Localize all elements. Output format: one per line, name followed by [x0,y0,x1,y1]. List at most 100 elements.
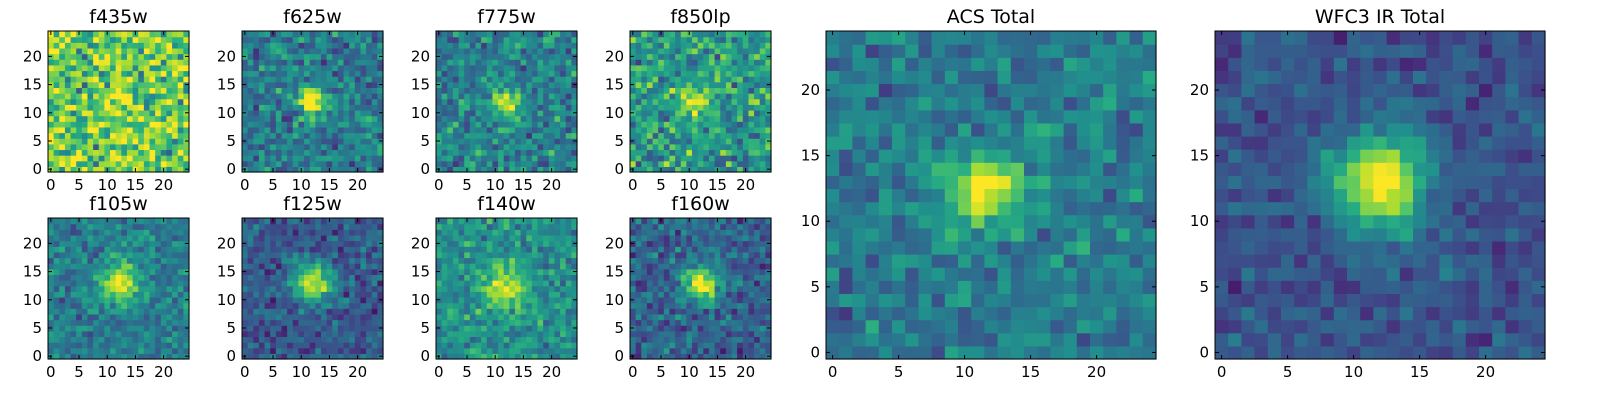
heatmap-cell [371,31,378,38]
heatmap-cell [675,104,682,111]
heatmap-cell [560,302,567,309]
heatmap-cell [458,155,465,162]
heatmap-cell [503,81,510,88]
heatmap-cell [371,342,378,349]
heatmap-cell [98,160,105,167]
heatmap-cell [64,98,72,105]
heatmap-cell [349,143,356,151]
heatmap-cell [692,143,699,151]
heatmap-cell [464,251,471,259]
heatmap-cell [514,160,522,167]
heatmap-cell [458,274,465,281]
heatmap-cell [447,257,454,264]
heatmap-cell [520,229,527,236]
heatmap-cell [686,342,693,349]
heatmap-cell [253,296,260,304]
heatmap-cell [646,47,654,55]
heatmap-cell [646,336,654,343]
heatmap-cell [149,274,156,281]
heatmap-cell [172,302,179,309]
heatmap-cell [298,330,305,338]
heatmap-cell [166,263,173,270]
heatmap-cell [87,166,94,173]
heatmap-cell [447,98,454,105]
heatmap-cell [309,257,316,264]
heatmap-cell [630,342,637,349]
heatmap-cell [138,274,145,281]
heatmap-cell [458,104,465,111]
heatmap-cell [64,223,72,230]
heatmap-cell [332,76,339,83]
heatmap-cell [720,296,727,304]
heatmap-cell [110,31,117,38]
heatmap-cell [503,246,510,253]
heatmap-cell [349,31,356,38]
heatmap-cell [183,160,190,167]
heatmap-cell [464,126,471,134]
heatmap-cell [537,223,544,230]
heatmap-cell [298,263,305,270]
heatmap-cell [326,138,333,145]
heatmap-cell [686,296,693,304]
heatmap-cell [264,229,271,236]
heatmap-cell [104,246,111,253]
heatmap-cell [183,126,190,134]
heatmap-cell [464,47,471,55]
heatmap-cell [737,93,744,100]
heatmap-cell [731,143,738,151]
heatmap-cell [315,53,322,60]
heatmap-cell [143,132,151,139]
heatmap-cell [155,302,162,309]
heatmap-cell [247,223,254,230]
heatmap-cell [143,160,151,167]
heatmap-cell [737,138,744,145]
heatmap-cell [126,302,134,309]
heatmap-cell [343,285,350,292]
heatmap-cell [149,308,156,315]
y-tick-label: 0 [226,347,236,365]
heatmap-cell [81,155,89,162]
heatmap-cell [742,138,750,145]
heatmap-cell [686,285,693,292]
heatmap-cell [554,109,561,117]
heatmap-cell [177,31,184,38]
heatmap-cell [697,98,704,105]
heatmap-cell [554,285,561,292]
heatmap-cell [121,42,128,49]
heatmap-cell [258,36,266,43]
heatmap-cell [458,93,465,100]
heatmap-cell [104,42,111,49]
heatmap-cell [514,138,522,145]
heatmap-cell [172,132,179,139]
heatmap-cell [270,53,277,60]
heatmap-cell [680,268,687,275]
heatmap-cell [548,229,556,236]
heatmap-cell [247,257,254,264]
heatmap-cell [531,336,539,343]
heatmap-cell [93,308,100,315]
heatmap-cell [304,87,311,94]
heatmap-cell [436,149,443,156]
heatmap-cell [548,274,556,281]
heatmap-cell [458,246,465,253]
heatmap-cell [104,319,111,326]
heatmap-cell [281,240,288,247]
heatmap-cell [309,59,316,66]
heatmap-cell [264,330,271,338]
heatmap-cell [526,296,533,304]
heatmap-cell [436,302,443,309]
heatmap-cell [520,132,527,139]
heatmap-cell [731,274,738,281]
heatmap-cell [326,155,333,162]
heatmap-cell [115,109,122,117]
heatmap-cell [172,93,179,100]
heatmap-cell [172,76,179,83]
heatmap-cell [270,93,277,100]
heatmap-cell [646,325,654,332]
heatmap-cell [509,98,516,105]
heatmap-cell [253,36,260,43]
heatmap-cell [326,336,333,343]
heatmap-cell [53,296,60,304]
heatmap-cell [349,263,356,270]
heatmap-cell [349,64,356,72]
